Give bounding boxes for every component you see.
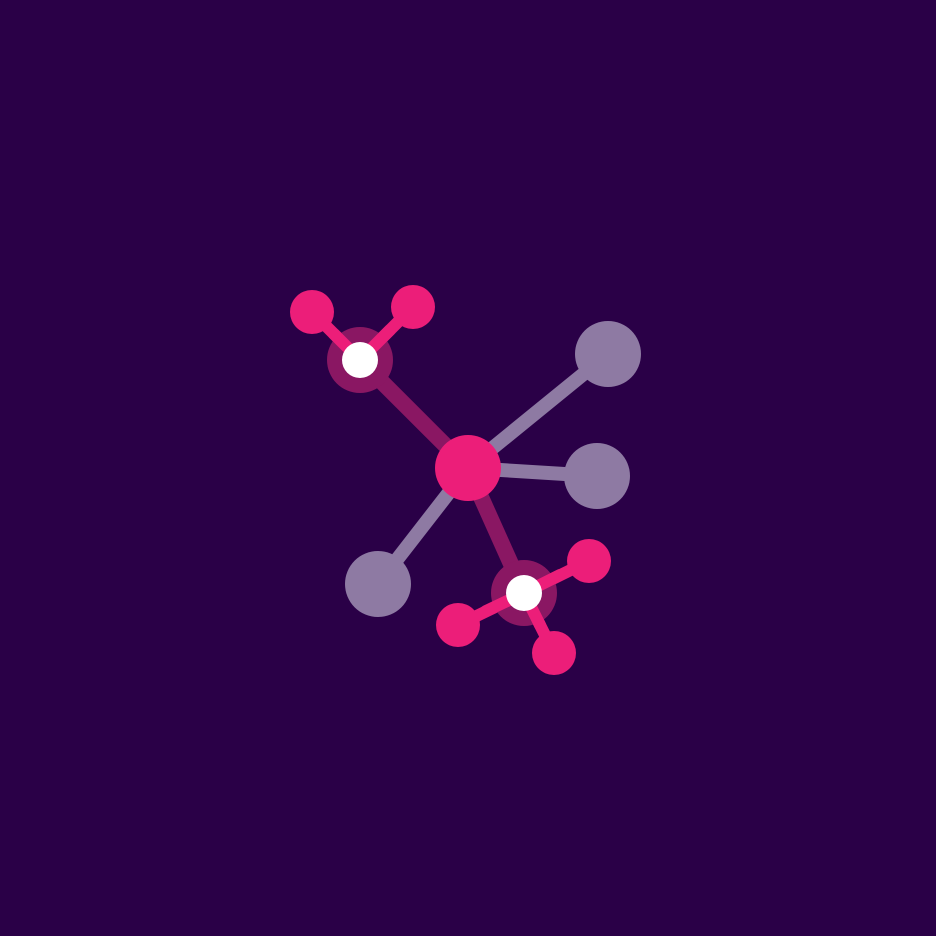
atom-center [435,435,501,501]
atom-grey-right [564,443,630,509]
hub-top-left-core [342,342,378,378]
atom-pink-bottom-c [532,631,576,675]
hub-bottom-core [506,575,542,611]
atom-grey-top-right [575,321,641,387]
atom-pink-bottom-b [436,603,480,647]
atom-pink-top-left-a [290,290,334,334]
atom-grey-bottom-left [345,551,411,617]
atom-pink-bottom-a [567,539,611,583]
atom-pink-top-left-b [391,285,435,329]
